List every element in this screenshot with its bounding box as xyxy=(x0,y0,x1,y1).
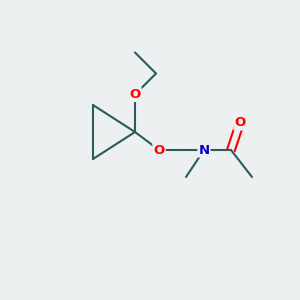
Text: O: O xyxy=(234,116,246,130)
Text: O: O xyxy=(153,143,165,157)
Text: O: O xyxy=(129,88,141,101)
Text: N: N xyxy=(198,143,210,157)
